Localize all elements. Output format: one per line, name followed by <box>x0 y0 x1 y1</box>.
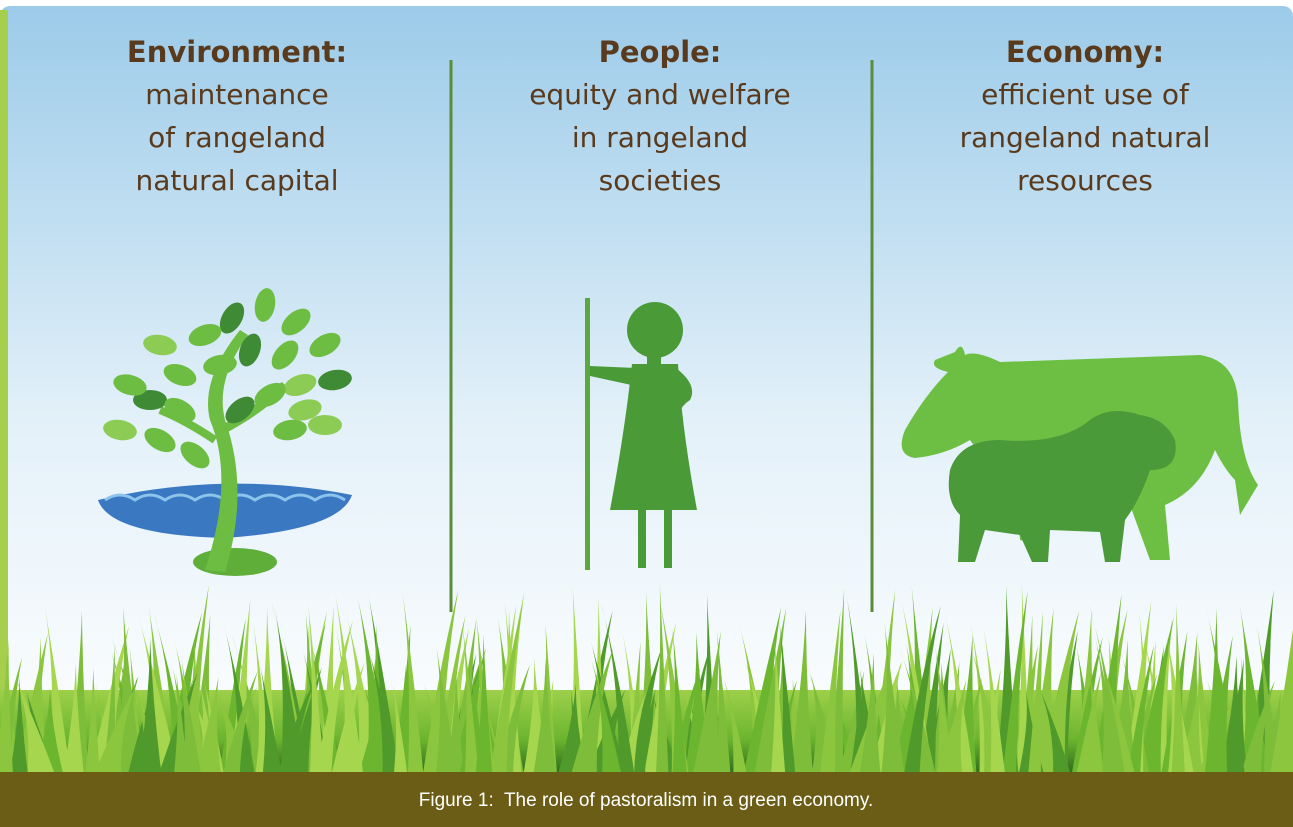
island <box>193 548 277 576</box>
panel-title: People: <box>599 35 722 69</box>
panel-text: rangeland natural <box>960 121 1211 154</box>
figure: Environment: maintenance of rangeland na… <box>0 0 1293 827</box>
panel-text: maintenance <box>145 78 328 111</box>
staff <box>585 298 590 570</box>
panel-title: Economy: <box>1006 35 1164 69</box>
leaf <box>308 415 342 435</box>
left-border <box>0 10 8 770</box>
panel-text: efficient use of <box>981 78 1190 111</box>
leg <box>638 508 646 568</box>
panel-text: societies <box>599 164 722 197</box>
caption: Figure 1: The role of pastoralism in a g… <box>419 790 873 811</box>
panel-text: resources <box>1017 164 1153 197</box>
leg <box>664 508 672 568</box>
panel-text: of rangeland <box>148 121 326 154</box>
page: Environment: maintenance of rangeland na… <box>0 0 1293 827</box>
panel-text: natural capital <box>136 164 339 197</box>
panel-text: equity and welfare <box>529 78 791 111</box>
panel-text: in rangeland <box>572 121 748 154</box>
head <box>627 302 683 358</box>
panel-title: Environment: <box>127 35 347 69</box>
